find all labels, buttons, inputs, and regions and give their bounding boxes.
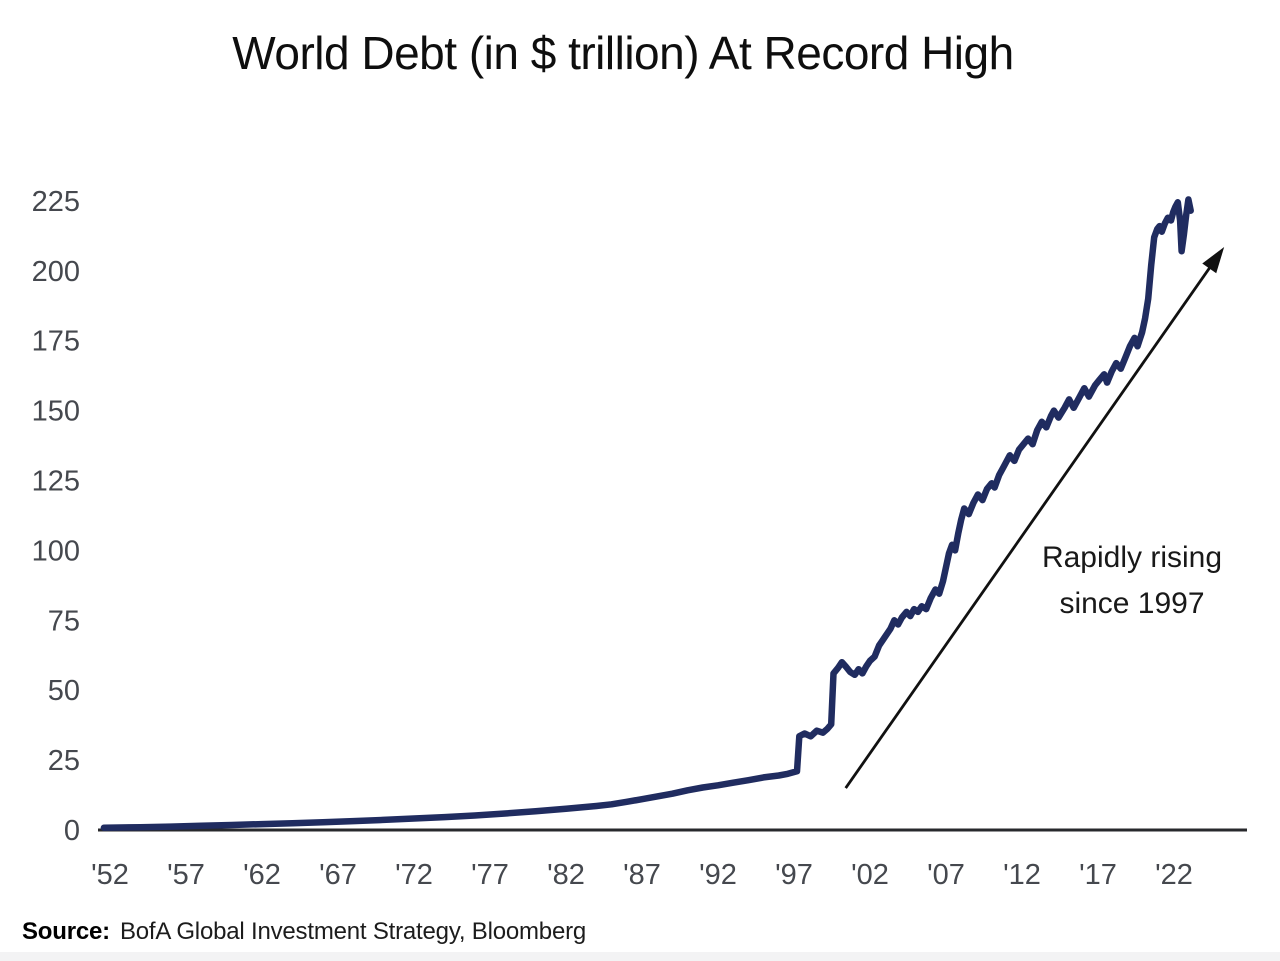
y-axis-tick-label: 75 — [48, 605, 80, 637]
trend-arrow — [844, 261, 1215, 789]
x-axis-tick-label: '02 — [851, 859, 889, 891]
trend-annotation: Rapidly rising since 1997 — [1012, 535, 1252, 627]
x-axis-tick-label: '67 — [319, 859, 357, 891]
source-attribution: Source: BofA Global Investment Strategy, … — [22, 918, 586, 946]
x-axis-tick-label: '07 — [927, 859, 965, 891]
y-axis-tick-label: 125 — [32, 466, 80, 498]
y-axis-tick-label: 200 — [32, 256, 80, 288]
trend-annotation-line1: Rapidly rising — [1041, 541, 1223, 574]
y-axis-tick-label: 175 — [32, 326, 80, 358]
trend-annotation-line2: since 1997 — [1059, 587, 1205, 620]
x-axis-tick-label: '77 — [471, 859, 509, 891]
y-axis-tick-label: 50 — [48, 675, 80, 707]
source-label: Source: — [22, 918, 110, 945]
page-title: World Debt (in $ trillion) At Record Hig… — [232, 27, 1014, 79]
y-axis-tick-label: 225 — [32, 186, 80, 218]
x-axis-tick-label: '22 — [1155, 859, 1193, 891]
x-axis-tick-label: '97 — [775, 859, 813, 891]
x-axis-tick-label: '52 — [91, 859, 129, 891]
y-axis-tick-label: 150 — [32, 396, 80, 428]
x-axis-tick-label: '12 — [1003, 859, 1041, 891]
x-axis-tick-label: '62 — [243, 859, 281, 891]
y-axis-tick-label: 25 — [48, 745, 80, 777]
debt-series-line — [100, 196, 1194, 832]
y-axis-tick-label: 100 — [32, 535, 80, 567]
bottom-strip — [0, 952, 1280, 961]
x-axis-tick-label: '82 — [547, 859, 585, 891]
trend-arrowhead — [1202, 247, 1225, 274]
x-axis-tick-label: '17 — [1079, 859, 1117, 891]
x-axis-tick-label: '92 — [699, 859, 737, 891]
y-axis-tick-label: 0 — [64, 815, 80, 847]
x-axis-tick-label: '57 — [167, 859, 205, 891]
source-text: BofA Global Investment Strategy, Bloombe… — [119, 918, 587, 945]
x-axis-tick-label: '72 — [395, 859, 433, 891]
x-axis-tick-label: '87 — [623, 859, 661, 891]
